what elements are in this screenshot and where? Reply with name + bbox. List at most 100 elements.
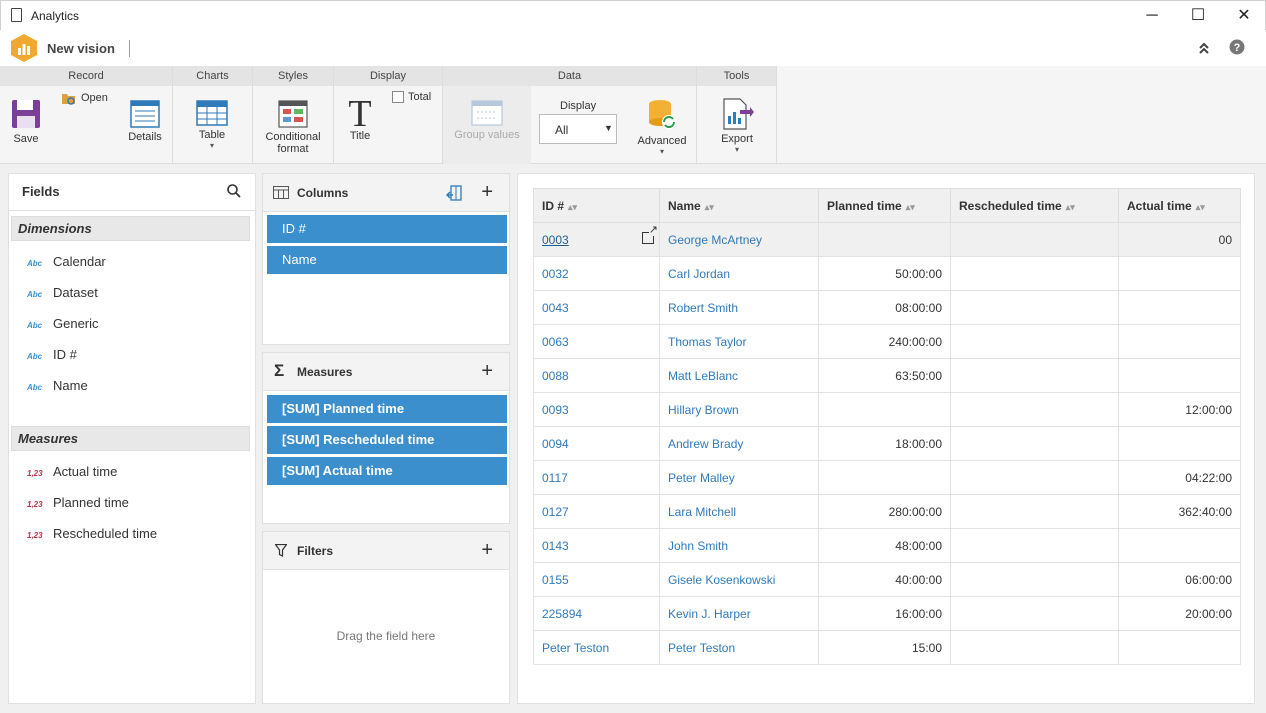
cell-actual-time bbox=[1118, 358, 1241, 393]
ribbon-group-label: Display bbox=[334, 66, 442, 86]
close-button[interactable]: ✕ bbox=[1237, 7, 1251, 24]
cell-name[interactable]: Matt LeBlanc bbox=[659, 358, 819, 393]
column-chip-id[interactable]: ID # bbox=[267, 215, 507, 243]
header-id[interactable]: ID # ▴▾ bbox=[533, 188, 660, 223]
open-record-icon[interactable]: ↗ bbox=[642, 225, 658, 244]
filter-drop-zone[interactable]: Drag the field here bbox=[336, 629, 436, 643]
display-select-label: Display bbox=[560, 100, 597, 112]
ribbon-group-label: Charts bbox=[173, 66, 252, 86]
details-button[interactable]: Details bbox=[124, 100, 166, 146]
display-select[interactable]: All ▼ bbox=[539, 114, 617, 144]
field-planned-time[interactable]: 1,23 Planned time bbox=[27, 495, 129, 510]
app-header: New vision ? bbox=[0, 30, 1266, 66]
table-row[interactable]: 0063 Thomas Taylor 240:00:00 bbox=[533, 324, 1241, 359]
cell-name[interactable]: Gisele Kosenkowski bbox=[659, 562, 819, 597]
open-button[interactable]: Open bbox=[62, 91, 112, 107]
cell-id[interactable]: 225894 bbox=[533, 596, 660, 631]
measure-chip-planned[interactable]: [SUM] Planned time bbox=[267, 395, 507, 423]
minimize-button[interactable]: ─ bbox=[1146, 7, 1158, 24]
title-button[interactable]: T Title bbox=[342, 95, 378, 146]
cell-name[interactable]: Andrew Brady bbox=[659, 426, 819, 461]
add-column-button[interactable]: + bbox=[481, 181, 493, 203]
cell-name[interactable]: Lara Mitchell bbox=[659, 494, 819, 529]
table-row[interactable]: 0094 Andrew Brady 18:00:00 bbox=[533, 426, 1241, 461]
header-rescheduled-time[interactable]: Rescheduled time ▴▾ bbox=[950, 188, 1119, 223]
cell-id[interactable]: Peter Teston bbox=[533, 630, 660, 665]
cell-name[interactable]: John Smith bbox=[659, 528, 819, 563]
export-button[interactable]: Export ▾ bbox=[715, 98, 759, 160]
help-icon[interactable]: ? bbox=[1229, 39, 1245, 55]
table-row[interactable]: 0093 Hillary Brown 12:00:00 bbox=[533, 392, 1241, 427]
table-row[interactable]: 0032 Carl Jordan 50:00:00 bbox=[533, 256, 1241, 291]
field-label: Name bbox=[53, 378, 88, 393]
cell-id[interactable]: 0093 bbox=[533, 392, 660, 427]
table-row[interactable]: 0143 John Smith 48:00:00 bbox=[533, 528, 1241, 563]
cell-name[interactable]: Carl Jordan bbox=[659, 256, 819, 291]
table-row[interactable]: 0155 Gisele Kosenkowski 40:00:00 06:00:00 bbox=[533, 562, 1241, 597]
add-filter-button[interactable]: + bbox=[481, 539, 493, 561]
add-measure-button[interactable]: + bbox=[481, 360, 493, 382]
cell-rescheduled-time bbox=[950, 392, 1119, 427]
cell-name[interactable]: Thomas Taylor bbox=[659, 324, 819, 359]
field-rescheduled-time[interactable]: 1,23 Rescheduled time bbox=[27, 526, 157, 541]
measures-header: Σ Measures + bbox=[263, 353, 509, 391]
cell-name[interactable]: Robert Smith bbox=[659, 290, 819, 325]
table-row[interactable]: 225894 Kevin J. Harper 16:00:00 20:00:00 bbox=[533, 596, 1241, 631]
cell-id[interactable]: 0143 bbox=[533, 528, 660, 563]
details-icon bbox=[130, 100, 160, 128]
ribbon-group-charts: Charts Table ▾ bbox=[173, 66, 253, 164]
advanced-button[interactable]: Advanced ▾ bbox=[633, 98, 691, 160]
cell-id[interactable]: 0127 bbox=[533, 494, 660, 529]
search-icon[interactable] bbox=[227, 184, 241, 198]
cell-id[interactable]: 0094 bbox=[533, 426, 660, 461]
display-select-value: All bbox=[555, 123, 569, 137]
save-button[interactable]: Save bbox=[6, 98, 46, 146]
cell-name[interactable]: George McArtney bbox=[659, 222, 819, 257]
field-id[interactable]: Abc ID # bbox=[27, 347, 77, 362]
ribbon-group-label: Record bbox=[0, 66, 172, 86]
conditional-label-1: Conditional bbox=[265, 131, 321, 143]
table-row[interactable]: Peter Teston Peter Teston 15:00 bbox=[533, 630, 1241, 665]
filters-title: Filters bbox=[297, 544, 334, 558]
header-actual-time[interactable]: Actual time ▴▾ bbox=[1118, 188, 1241, 223]
table-row[interactable]: 0043 Robert Smith 08:00:00 bbox=[533, 290, 1241, 325]
analytics-logo-icon bbox=[11, 34, 37, 62]
cell-id[interactable]: 0117 bbox=[533, 460, 660, 495]
field-dataset[interactable]: Abc Dataset bbox=[27, 285, 98, 300]
cell-id[interactable]: 0032 bbox=[533, 256, 660, 291]
cell-id[interactable]: 0063 bbox=[533, 324, 660, 359]
cell-name[interactable]: Hillary Brown bbox=[659, 392, 819, 427]
cell-id[interactable]: 0003 ↗ bbox=[533, 222, 660, 257]
cell-id[interactable]: 0043 bbox=[533, 290, 660, 325]
table-row[interactable]: 0088 Matt LeBlanc 63:50:00 bbox=[533, 358, 1241, 393]
field-name[interactable]: Abc Name bbox=[27, 378, 88, 393]
measure-chip-actual[interactable]: [SUM] Actual time bbox=[267, 457, 507, 485]
save-label: Save bbox=[13, 133, 39, 145]
total-checkbox[interactable]: Total bbox=[392, 90, 442, 106]
field-generic[interactable]: Abc Generic bbox=[27, 316, 99, 331]
fields-title: Fields bbox=[22, 184, 60, 199]
table-row[interactable]: 0003 ↗ George McArtney 00 bbox=[533, 222, 1241, 257]
table-row[interactable]: 0117 Peter Malley 04:22:00 bbox=[533, 460, 1241, 495]
header-name[interactable]: Name ▴▾ bbox=[659, 188, 819, 223]
column-chip-name[interactable]: Name bbox=[267, 246, 507, 274]
swap-axes-icon[interactable] bbox=[446, 185, 462, 201]
table-chart-button[interactable]: Table ▾ bbox=[191, 100, 233, 160]
cell-id[interactable]: 0155 bbox=[533, 562, 660, 597]
maximize-button[interactable]: ☐ bbox=[1190, 7, 1206, 24]
cell-name[interactable]: Kevin J. Harper bbox=[659, 596, 819, 631]
measure-chip-rescheduled[interactable]: [SUM] Rescheduled time bbox=[267, 426, 507, 454]
header-label: Planned time bbox=[827, 198, 902, 213]
cell-name[interactable]: Peter Malley bbox=[659, 460, 819, 495]
conditional-format-button[interactable]: Conditional format bbox=[259, 100, 327, 160]
text-type-icon: Abc bbox=[27, 259, 43, 268]
field-actual-time[interactable]: 1,23 Actual time bbox=[27, 464, 117, 479]
header-planned-time[interactable]: Planned time ▴▾ bbox=[818, 188, 951, 223]
cell-id[interactable]: 0088 bbox=[533, 358, 660, 393]
conditional-format-icon bbox=[278, 100, 308, 128]
field-calendar[interactable]: Abc Calendar bbox=[27, 254, 106, 269]
cell-name[interactable]: Peter Teston bbox=[659, 630, 819, 665]
group-values-button[interactable]: Group values bbox=[443, 86, 531, 164]
table-row[interactable]: 0127 Lara Mitchell 280:00:00 362:40:00 bbox=[533, 494, 1241, 529]
collapse-ribbon-icon[interactable] bbox=[1197, 41, 1211, 55]
